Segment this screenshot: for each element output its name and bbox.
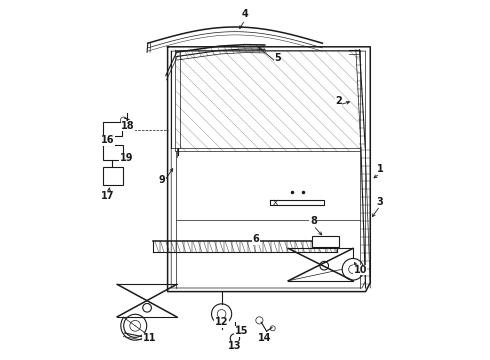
Text: 12: 12 [215, 317, 228, 327]
Circle shape [342, 258, 364, 280]
Circle shape [212, 304, 232, 324]
Circle shape [143, 303, 151, 312]
Circle shape [270, 326, 275, 331]
Text: 5: 5 [274, 53, 281, 63]
Circle shape [217, 310, 226, 318]
Text: 3: 3 [377, 197, 383, 207]
Text: 9: 9 [159, 175, 166, 185]
Circle shape [106, 152, 111, 157]
FancyBboxPatch shape [103, 122, 122, 136]
Text: 17: 17 [101, 191, 114, 201]
Text: 13: 13 [227, 341, 241, 351]
Text: 2: 2 [335, 96, 342, 106]
Text: 19: 19 [120, 153, 133, 163]
Circle shape [349, 265, 357, 274]
Text: 16: 16 [101, 135, 114, 145]
Circle shape [230, 334, 240, 343]
Circle shape [123, 314, 147, 337]
Circle shape [236, 326, 241, 331]
Text: 11: 11 [143, 333, 156, 343]
Circle shape [112, 152, 117, 157]
Text: 1: 1 [377, 164, 383, 174]
Text: 18: 18 [121, 121, 135, 131]
Circle shape [256, 317, 263, 324]
Text: 14: 14 [258, 333, 271, 343]
Circle shape [130, 320, 141, 331]
Text: 6: 6 [252, 234, 259, 244]
Text: 15: 15 [235, 326, 248, 336]
Text: 4: 4 [242, 9, 248, 19]
Circle shape [320, 261, 328, 270]
FancyBboxPatch shape [103, 167, 123, 185]
FancyBboxPatch shape [103, 145, 123, 160]
Text: 8: 8 [310, 216, 317, 226]
Bar [312, 236, 339, 247]
Circle shape [121, 117, 127, 123]
Text: 10: 10 [353, 265, 367, 275]
